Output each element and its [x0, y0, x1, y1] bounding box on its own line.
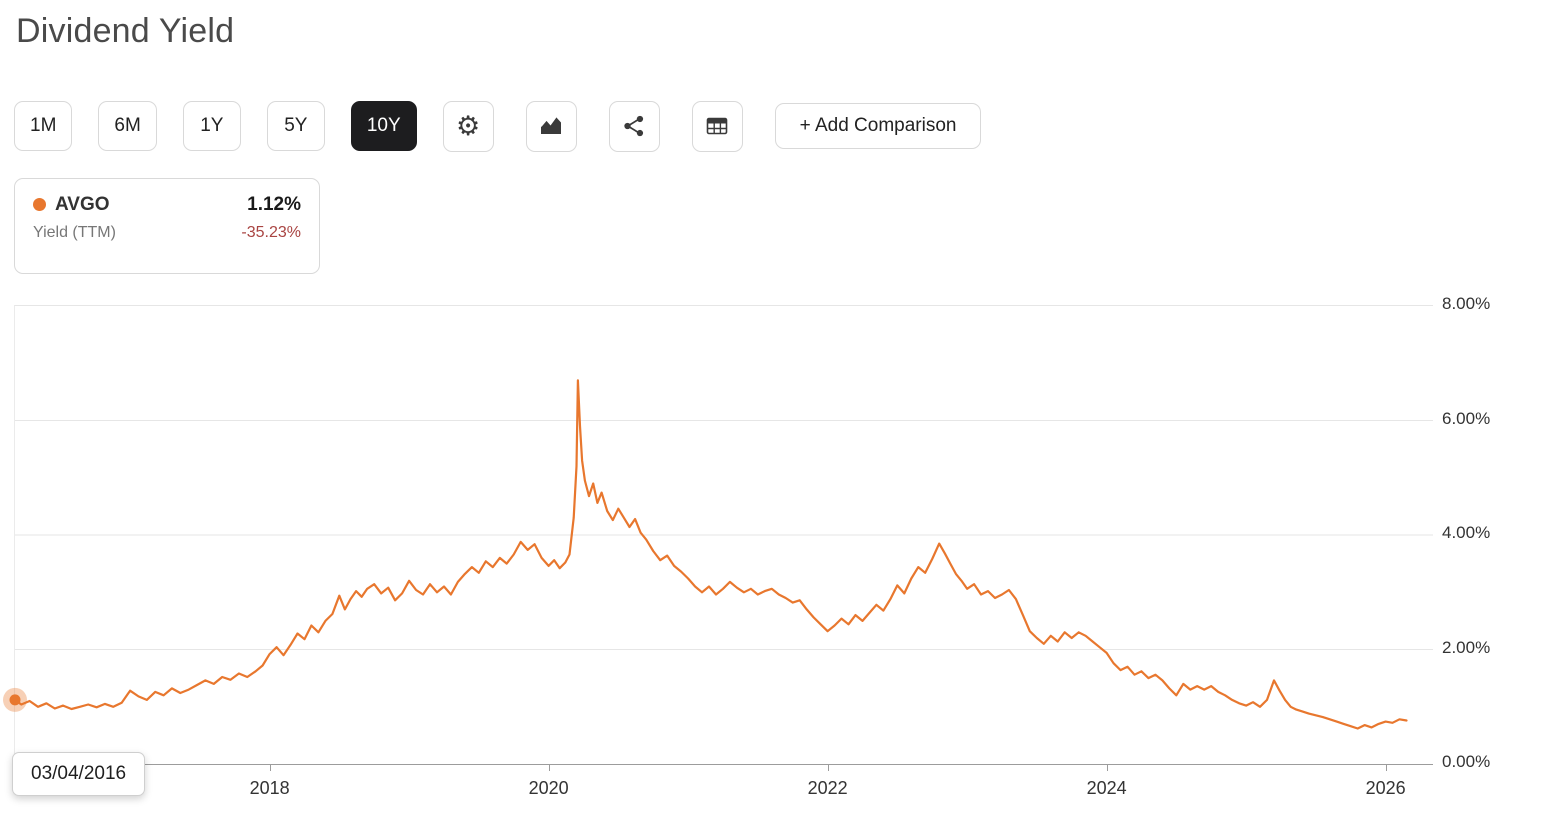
- dividend-yield-line-chart[interactable]: [3, 306, 1433, 764]
- page-title: Dividend Yield: [16, 12, 235, 50]
- legend-value: 1.12%: [247, 194, 301, 215]
- y-axis-label: 4.00%: [1442, 523, 1491, 542]
- series-line-avgo[interactable]: [13, 379, 1408, 730]
- x-axis-label: 2018: [249, 778, 290, 798]
- table-icon: [706, 117, 728, 135]
- toolbar: 1M 6M 1Y 5Y 10Y ⚙ + Add Comparison: [14, 100, 982, 152]
- legend-card[interactable]: AVGO 1.12% Yield (TTM) -35.23%: [14, 178, 320, 274]
- range-button-6m[interactable]: 6M: [98, 101, 157, 151]
- y-axis-label: 8.00%: [1442, 294, 1491, 313]
- x-axis-tick: [1106, 765, 1108, 771]
- y-axis-label: 6.00%: [1442, 408, 1491, 428]
- range-button-5y[interactable]: 5Y: [266, 101, 325, 151]
- area-chart-icon: [540, 116, 562, 134]
- x-axis-label: 2020: [528, 778, 569, 798]
- table-view-button[interactable]: [691, 100, 743, 152]
- chart-type-button[interactable]: [525, 100, 577, 152]
- x-axis-tick: [1385, 765, 1387, 771]
- legend-ticker: AVGO: [55, 194, 110, 215]
- x-axis-label: 2022: [807, 778, 848, 798]
- legend-metric-label: Yield (TTM): [33, 224, 116, 241]
- share-button[interactable]: [608, 100, 660, 152]
- chart-plot-area[interactable]: 2018 2020 2022 2024 2026: [3, 305, 1433, 798]
- share-icon: [624, 115, 644, 137]
- x-axis-tick: [827, 765, 829, 771]
- y-axis-label: 2.00%: [1442, 637, 1491, 657]
- legend-change: -35.23%: [241, 224, 301, 241]
- add-comparison-button[interactable]: + Add Comparison: [774, 103, 982, 149]
- y-axis-label: 0.00%: [1442, 752, 1491, 771]
- x-axis-label: 2026: [1365, 778, 1406, 798]
- settings-icon: ⚙: [456, 110, 481, 141]
- range-button-1y[interactable]: 1Y: [182, 101, 241, 151]
- hover-marker-dot: [9, 694, 21, 706]
- x-axis-tick: [269, 765, 271, 771]
- settings-button[interactable]: ⚙: [442, 100, 494, 152]
- x-axis-label: 2024: [1086, 778, 1127, 798]
- range-button-1m[interactable]: 1M: [14, 101, 73, 151]
- date-tooltip: 03/04/2016: [12, 752, 146, 796]
- x-axis-tick: [548, 765, 550, 771]
- range-button-10y[interactable]: 10Y: [350, 101, 417, 151]
- series-color-dot: [33, 198, 46, 211]
